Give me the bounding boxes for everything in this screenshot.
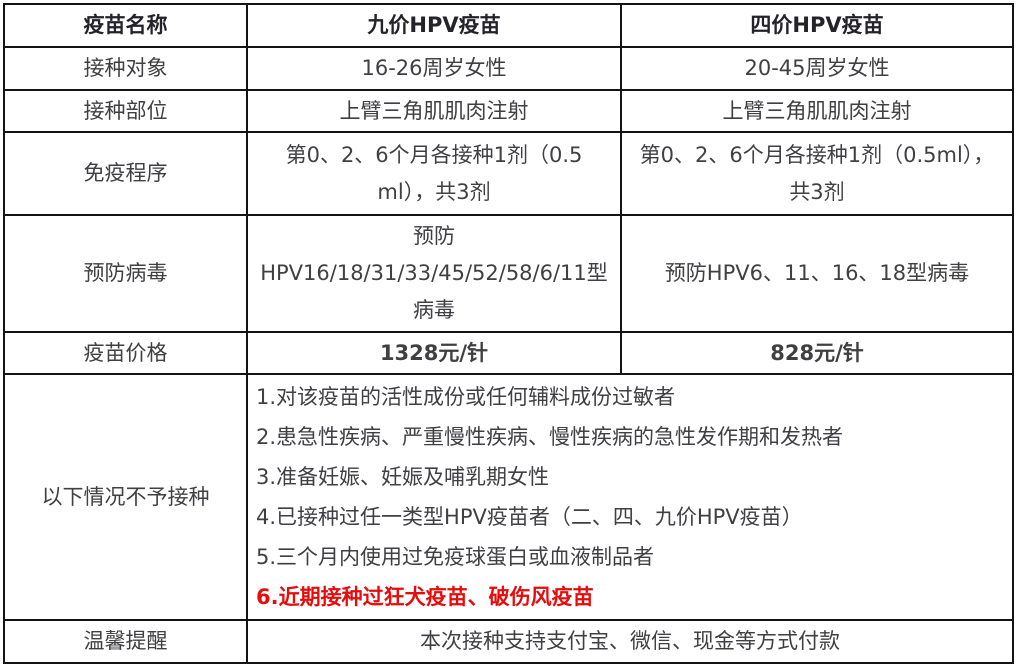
hpv-vaccine-comparison-table: 疫苗名称 九价HPV疫苗 四价HPV疫苗 接种对象 16-26周岁女性 20-4… [3, 3, 1014, 664]
injection-site-four-valent: 上臂三角肌肌肉注射 [620, 88, 1014, 134]
column-header-vaccine-name: 疫苗名称 [3, 3, 248, 48]
contraindication-item-3: 3.准备妊娠、妊娠及哺乳期女性 [256, 465, 550, 490]
schedule-four-valent: 第0、2、6个月各接种1剂（0.5ml），共3剂 [620, 131, 1014, 217]
contraindication-item-2: 2.患急性疾病、严重慢性疾病、慢性疾病的急性发作期和发热者 [256, 425, 844, 450]
column-header-nine-valent: 九价HPV疫苗 [246, 3, 622, 48]
schedule-nine-valent: 第0、2、6个月各接种1剂（0.5 ml），共3剂 [246, 131, 622, 217]
table-row-contraindications: 以下情况不予接种 1.对该疫苗的活性成份或任何辅料成份过敏者 2.患急性疾病、严… [3, 373, 1014, 622]
row-label-virus-prevention: 预防病毒 [3, 214, 248, 333]
contraindication-item-1: 1.对该疫苗的活性成份或任何辅料成份过敏者 [256, 385, 676, 410]
row-label-injection-site: 接种部位 [3, 88, 248, 134]
table-row-virus-prevention: 预防病毒 预防HPV16/18/31/33/45/52/58/6/11型病毒 预… [3, 214, 1014, 333]
row-label-immunization-schedule: 免疫程序 [3, 131, 248, 217]
page: 疫苗名称 九价HPV疫苗 四价HPV疫苗 接种对象 16-26周岁女性 20-4… [3, 3, 1014, 664]
table-row-reminder: 温馨提醒 本次接种支持支付宝、微信、现金等方式付款 [3, 619, 1014, 664]
table-row-header: 疫苗名称 九价HPV疫苗 四价HPV疫苗 [3, 3, 1014, 48]
row-label-reminder: 温馨提醒 [3, 619, 248, 664]
row-label-price: 疫苗价格 [3, 330, 248, 376]
row-label-contraindications: 以下情况不予接种 [3, 373, 248, 622]
virus-types-nine-valent: 预防HPV16/18/31/33/45/52/58/6/11型病毒 [246, 214, 622, 333]
price-nine-valent: 1328元/针 [246, 330, 622, 376]
reminder-text: 本次接种支持支付宝、微信、现金等方式付款 [246, 619, 1014, 664]
column-header-four-valent: 四价HPV疫苗 [620, 3, 1014, 48]
price-four-valent: 828元/针 [620, 330, 1014, 376]
contraindications-list-cell: 1.对该疫苗的活性成份或任何辅料成份过敏者 2.患急性疾病、严重慢性疾病、慢性疾… [246, 373, 1014, 622]
injection-site-nine-valent: 上臂三角肌肌肉注射 [246, 88, 622, 134]
table-row-target-group: 接种对象 16-26周岁女性 20-45周岁女性 [3, 45, 1014, 91]
contraindication-item-4: 4.已接种过任一类型HPV疫苗者（二、四、九价HPV疫苗） [256, 505, 803, 530]
table-row-price: 疫苗价格 1328元/针 828元/针 [3, 330, 1014, 376]
contraindication-item-5: 5.三个月内使用过免疫球蛋白或血液制品者 [256, 545, 655, 570]
target-group-four-valent: 20-45周岁女性 [620, 45, 1014, 91]
contraindication-item-6-warning: 6.近期接种过狂犬疫苗、破伤风疫苗 [256, 585, 594, 610]
row-label-target-group: 接种对象 [3, 45, 248, 91]
target-group-nine-valent: 16-26周岁女性 [246, 45, 622, 91]
table-row-immunization-schedule: 免疫程序 第0、2、6个月各接种1剂（0.5 ml），共3剂 第0、2、6个月各… [3, 131, 1014, 217]
table-row-injection-site: 接种部位 上臂三角肌肌肉注射 上臂三角肌肌肉注射 [3, 88, 1014, 134]
virus-types-four-valent: 预防HPV6、11、16、18型病毒 [620, 214, 1014, 333]
